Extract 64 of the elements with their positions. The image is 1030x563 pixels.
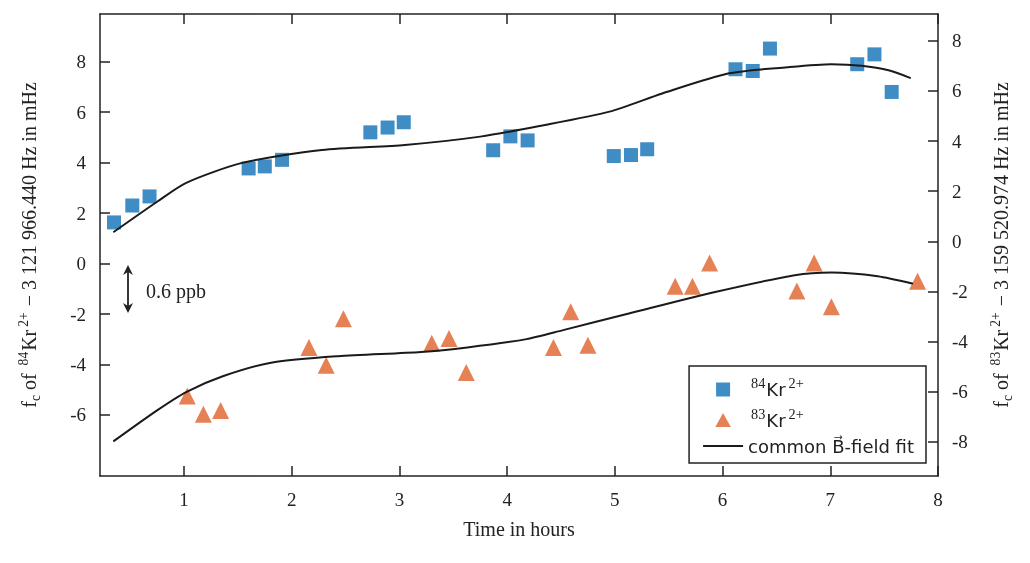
y2-tick-label: 8 (952, 30, 962, 52)
point (788, 282, 806, 300)
point (440, 329, 458, 347)
point (300, 338, 318, 356)
point (666, 277, 684, 295)
point (909, 272, 927, 290)
y-tick-label: 0 (76, 253, 86, 275)
point (562, 303, 580, 321)
legend-label: common B⃗-field fit (748, 435, 914, 457)
y2-tick-label: 0 (952, 230, 962, 252)
point (486, 143, 501, 158)
x-tick-label: 2 (286, 489, 297, 510)
x-tick-label: 6 (717, 489, 728, 510)
x-tick-label: 7 (825, 489, 836, 510)
y-axis-title: fc of 84Kr2+ − 3 121 966.440 Hz in mHz (15, 82, 43, 408)
point (701, 254, 719, 272)
point (683, 277, 701, 295)
point (640, 142, 655, 157)
point (867, 47, 882, 62)
point (380, 120, 395, 135)
point (178, 387, 196, 405)
x-tick-label: 1 (179, 489, 189, 510)
point (396, 115, 411, 130)
point (884, 84, 899, 99)
y2-tick-label: 4 (952, 130, 962, 152)
point (107, 215, 121, 230)
y2-tick-label: 2 (952, 180, 962, 202)
x-tick-label: 4 (502, 489, 513, 510)
annotation: 0.6 ppb (146, 280, 206, 303)
point (125, 198, 140, 213)
point (762, 41, 777, 56)
point (520, 133, 535, 148)
point (579, 336, 597, 354)
point (317, 356, 335, 374)
point (805, 254, 823, 272)
y2-tick-label: 6 (952, 80, 962, 102)
point (606, 149, 621, 164)
point (363, 125, 378, 140)
y-tick-label: 2 (76, 202, 86, 224)
point (257, 159, 272, 174)
x-tick-label: 5 (610, 489, 620, 510)
point (624, 148, 639, 163)
x-axis-title: Time in hours (463, 518, 575, 540)
point (212, 402, 230, 420)
point (822, 298, 840, 316)
y-tick-label: 6 (76, 101, 86, 123)
y-tick-label: 4 (76, 152, 87, 174)
point (544, 338, 562, 356)
y2-axis-title: fc of 83Kr2+ − 3 159 520.974 Hz in mHz (987, 82, 1015, 408)
y2-tick-label: -2 (952, 281, 968, 302)
point (142, 189, 157, 204)
y-tick-label: -6 (70, 404, 86, 426)
y-tick-label: 8 (76, 51, 86, 73)
point (457, 363, 475, 381)
y-tick-label: -4 (70, 353, 87, 375)
point (334, 310, 352, 328)
y2-tick-label: -8 (952, 431, 968, 453)
point (241, 161, 256, 176)
y2-tick-label: -4 (952, 331, 969, 353)
point (194, 405, 212, 423)
x-tick-label: 3 (394, 489, 405, 510)
x-tick-label: 8 (933, 489, 943, 510)
y2-tick-label: -6 (952, 381, 968, 403)
y-tick-label: -2 (70, 303, 86, 325)
